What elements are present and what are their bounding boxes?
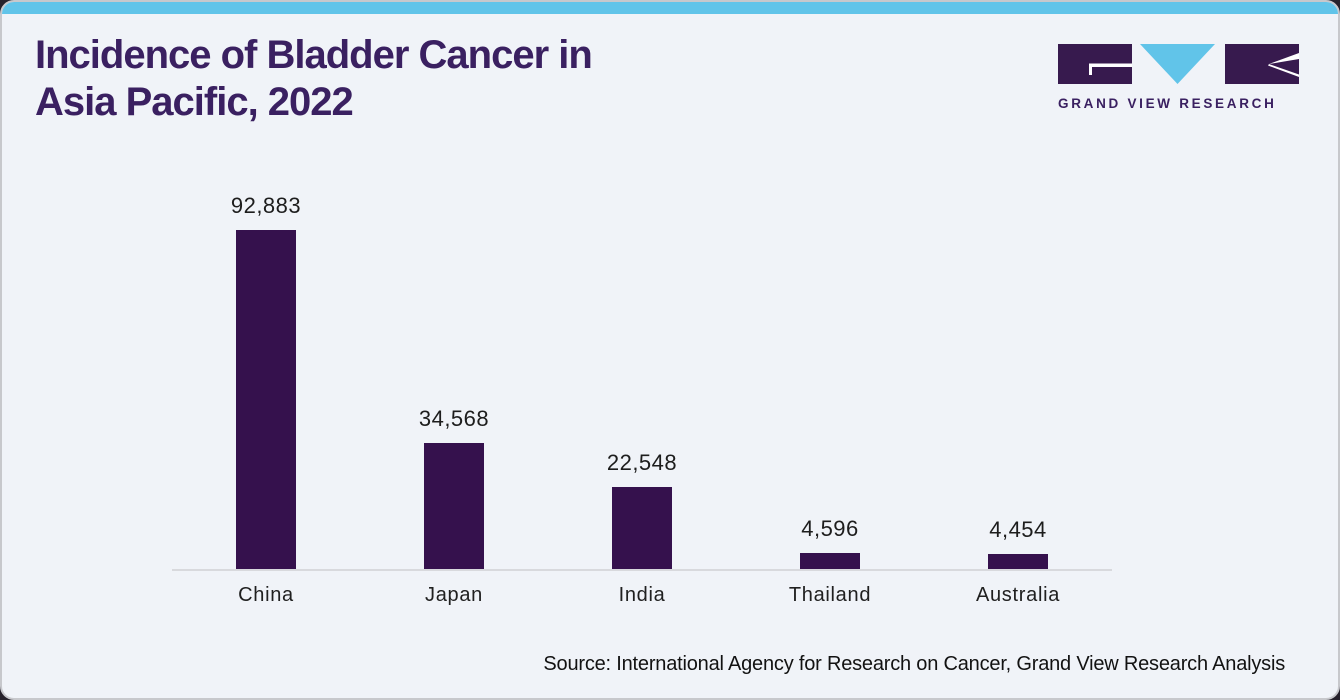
top-accent-bar bbox=[2, 2, 1338, 14]
bar bbox=[988, 554, 1048, 570]
bar-value-label: 4,454 bbox=[989, 517, 1047, 542]
bar bbox=[800, 553, 860, 570]
bar-column-india: 22,548 bbox=[548, 192, 736, 570]
bar bbox=[612, 487, 672, 570]
page-title: Incidence of Bladder Cancer in Asia Paci… bbox=[35, 32, 593, 126]
g-block-icon bbox=[1058, 44, 1132, 84]
r-block-icon bbox=[1225, 44, 1299, 84]
bar bbox=[424, 443, 484, 570]
category-label: India bbox=[618, 584, 666, 606]
bar-value-label: 22,548 bbox=[606, 450, 678, 475]
bar-column-thailand: 4,596 bbox=[736, 192, 924, 570]
bar-column-australia: 4,454 bbox=[924, 192, 1112, 570]
logo-blocks-icon bbox=[1058, 44, 1299, 84]
category-label: China bbox=[238, 584, 294, 606]
bar-column-china: 92,883 bbox=[172, 192, 360, 570]
category-axis: China Japan India Thailand Australia bbox=[172, 584, 1112, 607]
bar-value-label: 92,883 bbox=[230, 193, 302, 218]
brand-logo: GRAND VIEW RESEARCH bbox=[1058, 44, 1299, 111]
bar-column-japan: 34,568 bbox=[360, 192, 548, 570]
category-label: Australia bbox=[975, 584, 1061, 606]
v-triangle-icon bbox=[1140, 44, 1215, 84]
category-label: Japan bbox=[425, 584, 483, 606]
bar-chart: 92,883 34,568 22,548 4,596 4,454 bbox=[172, 192, 1112, 570]
bar-value-label: 34,568 bbox=[418, 406, 490, 431]
bar bbox=[236, 230, 296, 570]
brand-wordmark: GRAND VIEW RESEARCH bbox=[1058, 96, 1277, 111]
source-note: Source: International Agency for Researc… bbox=[543, 653, 1285, 675]
category-label: Thailand bbox=[788, 584, 872, 606]
title-line-2: Asia Pacific, 2022 bbox=[35, 80, 354, 124]
x-axis-line bbox=[172, 569, 1112, 571]
title-line-1: Incidence of Bladder Cancer in bbox=[35, 33, 593, 77]
bar-value-label: 4,596 bbox=[801, 516, 859, 541]
